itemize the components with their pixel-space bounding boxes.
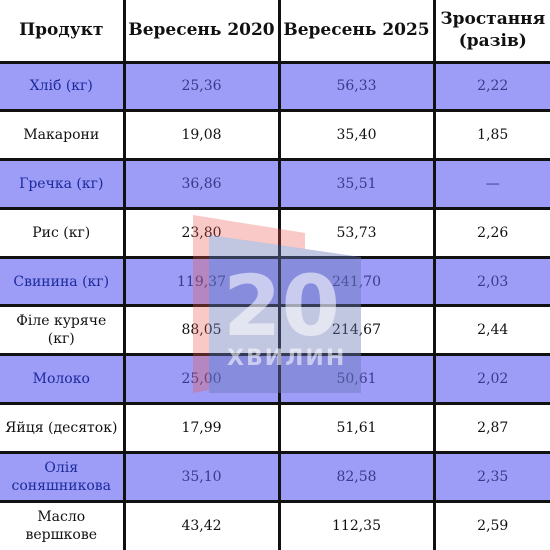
table-row: Рис (кг) 23,80 53,73 2,26 (0, 206, 550, 259)
table-row: Хліб (кг) 25,36 56,33 2,22 (0, 60, 550, 113)
header-row: Продукт Вересень 2020 Вересень 2025 Зрос… (0, 0, 550, 64)
table-row: Олія соняшникова 35,10 82,58 2,35 (0, 450, 550, 503)
cell-sep-2025: 53,73 (277, 206, 436, 259)
cell-sep-2020: 88,05 (122, 304, 281, 357)
cell-product: Хліб (кг) (0, 60, 126, 113)
table-row: Яйця (десяток) 17,99 51,61 2,87 (0, 402, 550, 454)
cell-sep-2025: 35,40 (277, 109, 436, 162)
cell-sep-2025: 214,67 (277, 304, 436, 357)
cell-sep-2020: 119,37 (122, 255, 281, 308)
cell-sep-2020: 25,36 (122, 60, 281, 113)
cell-growth: 2,26 (432, 206, 550, 259)
cell-sep-2025: 241,70 (277, 255, 436, 308)
header-product: Продукт (0, 0, 126, 64)
cell-sep-2020: 35,10 (122, 450, 281, 503)
cell-sep-2020: 19,08 (122, 109, 281, 162)
table-row: Масло вершкове 43,42 112,35 2,59 (0, 499, 550, 550)
cell-growth: — (432, 158, 550, 210)
cell-sep-2025: 82,58 (277, 450, 436, 503)
cell-growth: 2,02 (432, 353, 550, 406)
cell-sep-2025: 56,33 (277, 60, 436, 113)
cell-growth: 2,35 (432, 450, 550, 503)
cell-sep-2025: 112,35 (277, 499, 436, 550)
cell-product: Макарони (0, 109, 126, 162)
cell-sep-2020: 43,42 (122, 499, 281, 550)
cell-sep-2025: 50,61 (277, 353, 436, 406)
table-row: Макарони 19,08 35,40 1,85 (0, 109, 550, 162)
cell-sep-2020: 17,99 (122, 402, 281, 454)
cell-growth: 2,44 (432, 304, 550, 357)
cell-sep-2020: 23,80 (122, 206, 281, 259)
table-row: Свинина (кг) 119,37 241,70 2,03 (0, 255, 550, 308)
header-sep-2020: Вересень 2020 (122, 0, 281, 64)
cell-product: Яйця (десяток) (0, 402, 126, 454)
cell-growth: 2,03 (432, 255, 550, 308)
cell-product: Молоко (0, 353, 126, 406)
cell-growth: 1,85 (432, 109, 550, 162)
cell-growth: 2,59 (432, 499, 550, 550)
cell-product: Філе куряче (кг) (0, 304, 126, 357)
cell-product: Гречка (кг) (0, 158, 126, 210)
cell-product: Рис (кг) (0, 206, 126, 259)
cell-product: Масло вершкове (0, 499, 126, 550)
table-row: Молоко 25,00 50,61 2,02 (0, 353, 550, 406)
cell-product: Свинина (кг) (0, 255, 126, 308)
table-row: Гречка (кг) 36,86 35,51— (0, 158, 550, 210)
cell-sep-2020: 25,00 (122, 353, 281, 406)
table-row: Філе куряче (кг) 88,05 214,67 2,44 (0, 304, 550, 357)
cell-product: Олія соняшникова (0, 450, 126, 503)
cell-sep-2020: 36,86 (122, 158, 281, 210)
cell-sep-2025: 35,51 (277, 158, 436, 210)
cell-growth: 2,87 (432, 402, 550, 454)
header-growth: Зростання (разів) (432, 0, 550, 64)
cell-sep-2025: 51,61 (277, 402, 436, 454)
header-sep-2025: Вересень 2025 (277, 0, 436, 64)
cell-growth: 2,22 (432, 60, 550, 113)
